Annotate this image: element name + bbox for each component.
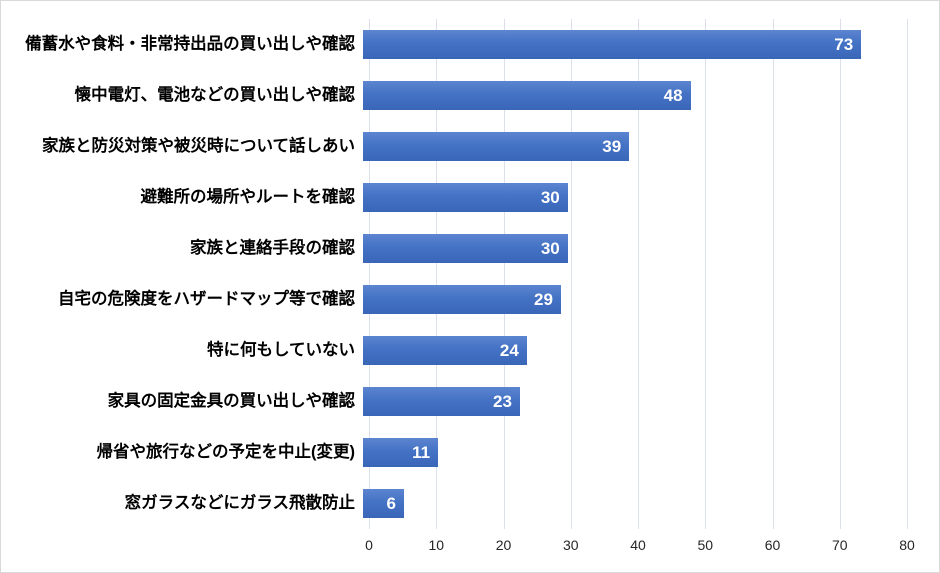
category-label: 窓ガラスなどにガラス飛散防止: [124, 494, 355, 513]
chart-row: 特に何もしていない 24: [1, 325, 907, 376]
chart-row: 家族と防災対策や被災時について話しあい 39: [1, 121, 907, 172]
bar-value-label: 6: [386, 494, 396, 513]
gridline: [638, 19, 639, 529]
gridline: [570, 19, 572, 529]
bar-track: 11: [361, 438, 907, 467]
bar-value-label: 24: [499, 341, 519, 360]
bar-track: 73: [361, 30, 907, 59]
x-tick-label: 30: [562, 537, 579, 553]
x-tick-label: 50: [697, 537, 714, 553]
bar-value-label: 29: [534, 290, 553, 309]
bar-value-label: 11: [412, 443, 431, 462]
gridline: [705, 19, 707, 529]
gridline: [772, 19, 774, 529]
chart-row: 備蓄水や食料・非常持出品の買い出しや確認 73: [1, 19, 907, 70]
x-tick-label: 20: [495, 537, 512, 553]
category-label: 家具の固定金具の買い出しや確認: [107, 392, 355, 411]
gridline: [369, 19, 370, 529]
x-tick-label: 10: [428, 537, 445, 553]
bar-track: 6: [361, 489, 907, 518]
bar-track: 29: [361, 285, 907, 314]
bar-value-label: 30: [540, 239, 560, 258]
x-tick-label: 60: [764, 537, 781, 553]
bar: 30: [363, 234, 568, 263]
bar-track: 23: [361, 387, 907, 416]
bar-track: 48: [361, 81, 907, 110]
category-label: 懐中電灯、電池などの買い出しや確認: [74, 86, 355, 105]
bar-track: 39: [361, 132, 907, 161]
x-tick-label: 0: [365, 537, 373, 553]
bar-value-label: 30: [540, 188, 560, 207]
bar: 39: [363, 132, 630, 161]
bar: 30: [363, 183, 568, 212]
category-label: 家族と防災対策や被災時について話しあい: [41, 137, 355, 156]
chart-row: 家具の固定金具の買い出しや確認 23: [1, 376, 907, 427]
chart-row: 自宅の危険度をハザードマップ等で確認 29: [1, 274, 907, 325]
chart-row: 避難所の場所やルートを確認 30: [1, 172, 907, 223]
bar-track: 30: [361, 234, 907, 263]
chart-rows: 備蓄水や食料・非常持出品の買い出しや確認 73 懐中電灯、電池などの買い出しや確認 4…: [1, 19, 907, 529]
gridline: [503, 19, 505, 529]
category-label: 帰省や旅行などの予定を中止(変更): [96, 443, 356, 462]
bar-value-label: 73: [834, 35, 854, 54]
bar: 48: [363, 81, 691, 110]
bar: 6: [363, 489, 404, 518]
category-label: 特に何もしていない: [206, 341, 355, 360]
bar-track: 24: [361, 336, 907, 365]
chart-row: 窓ガラスなどにガラス飛散防止 6: [1, 478, 907, 529]
bar: 23: [363, 387, 520, 416]
bar-track: 30: [361, 183, 907, 212]
bar: 73: [363, 30, 862, 59]
gridline: [839, 19, 841, 529]
gridline: [436, 19, 438, 529]
bar-value-label: 23: [493, 392, 512, 411]
x-tick-label: 80: [899, 537, 915, 553]
x-tick-label: 70: [831, 537, 848, 553]
category-label: 家族と連絡手段の確認: [190, 239, 355, 258]
chart-row: 帰省や旅行などの予定を中止(変更) 11: [1, 427, 907, 478]
category-label: 自宅の危険度をハザードマップ等で確認: [58, 290, 355, 309]
gridlines: [369, 19, 908, 529]
x-axis: 0 10 20 30 40 50 60 70 80: [365, 537, 915, 559]
bar-value-label: 39: [602, 137, 622, 156]
chart-row: 家族と連絡手段の確認 30: [1, 223, 907, 274]
bar: 11: [363, 438, 439, 467]
category-label: 避難所の場所やルートを確認: [140, 188, 356, 207]
gridline: [907, 19, 908, 529]
category-label: 備蓄水や食料・非常持出品の買い出しや確認: [25, 35, 355, 54]
chart-row: 懐中電灯、電池などの買い出しや確認 48: [1, 70, 907, 121]
x-tick-label: 40: [630, 537, 646, 553]
bar: 24: [363, 336, 527, 365]
bar-value-label: 48: [663, 86, 683, 105]
bar: 29: [363, 285, 561, 314]
